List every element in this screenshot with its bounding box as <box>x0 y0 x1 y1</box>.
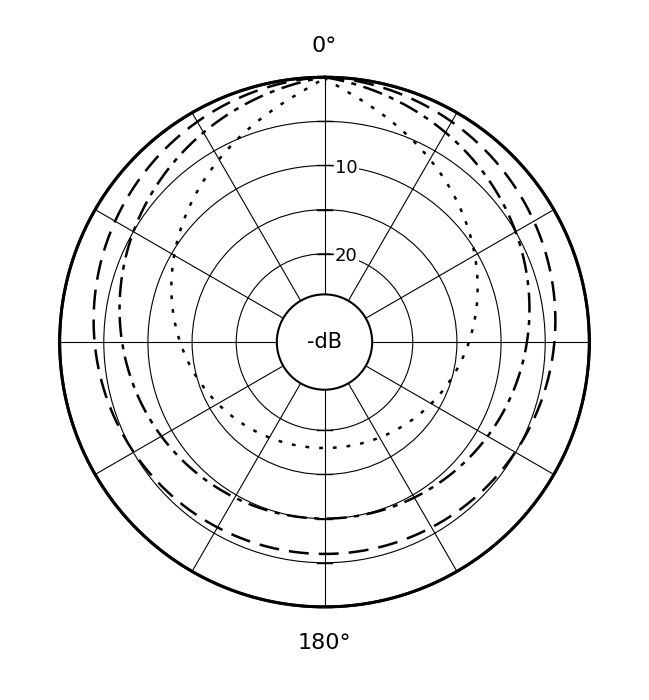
Text: 10: 10 <box>335 159 358 177</box>
Text: 0°: 0° <box>312 36 337 56</box>
Text: 180°: 180° <box>298 634 351 653</box>
Circle shape <box>277 295 372 390</box>
Text: -dB: -dB <box>307 332 342 352</box>
Text: 20: 20 <box>335 247 358 265</box>
